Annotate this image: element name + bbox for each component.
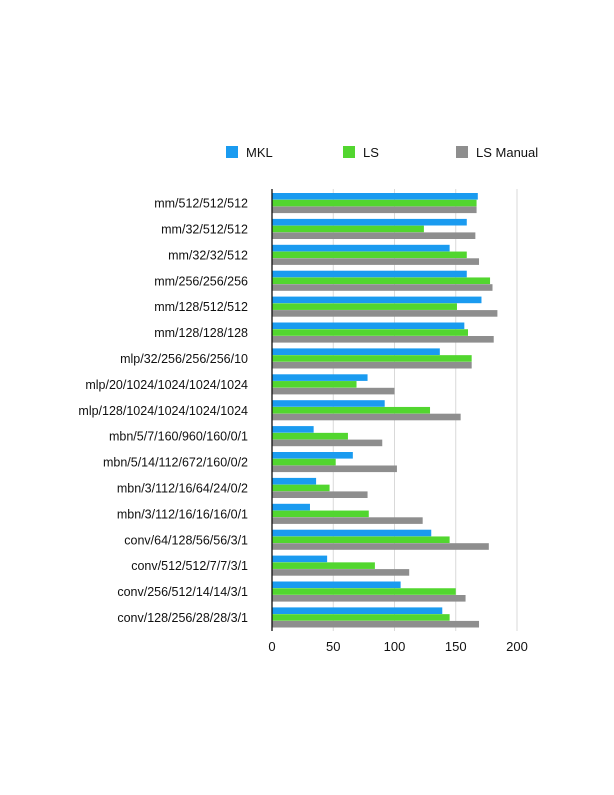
bar-ls	[272, 225, 424, 233]
bar-ls-manual	[272, 439, 383, 447]
bar-mkl	[272, 374, 368, 381]
bar-ls-manual	[272, 595, 466, 602]
bar-ls	[272, 381, 357, 388]
bar-ls-manual	[272, 284, 493, 291]
bar-ls-manual	[272, 569, 410, 576]
bar-ls	[272, 251, 467, 259]
bar-ls	[272, 510, 369, 518]
category-label: mm/32/512/512	[161, 223, 248, 237]
bar-ls-manual	[272, 491, 368, 498]
legend-label: LS	[363, 145, 379, 160]
x-tick-label: 200	[506, 639, 528, 654]
category-label: mm/256/256/256	[154, 274, 248, 288]
category-labels: mm/512/512/512 mm/32/512/512 mm/32/32/512 m…	[78, 197, 248, 625]
bar-ls	[272, 588, 456, 595]
legend-label: LS Manual	[476, 145, 538, 160]
bar-mkl	[272, 322, 465, 330]
bar-mkl	[272, 400, 385, 407]
bar-ls-manual	[272, 620, 480, 628]
category-label: mm/32/32/512	[168, 248, 248, 262]
bar-mkl	[272, 477, 317, 485]
bar-ls	[272, 536, 450, 544]
bar-ls	[272, 355, 472, 362]
bar-mkl	[272, 426, 314, 433]
bar-ls	[272, 458, 336, 466]
bar-ls	[272, 277, 491, 285]
legend-swatch	[456, 146, 468, 158]
category-label: conv/256/512/14/14/3/1	[117, 585, 248, 599]
bar-ls-manual	[272, 361, 472, 369]
x-tick-label: 0	[268, 639, 275, 654]
bar-mkl	[272, 270, 467, 278]
bar-ls-manual	[272, 336, 494, 343]
bar-ls-manual	[272, 413, 461, 421]
x-tick-label: 50	[326, 639, 340, 654]
x-tick-label: 150	[445, 639, 467, 654]
bar-mkl	[272, 555, 328, 563]
bar-ls	[272, 614, 450, 621]
bar-ls	[272, 484, 330, 492]
bar-mkl	[272, 296, 482, 304]
category-label: mm/128/128/128	[154, 326, 248, 340]
bar-ls-manual	[272, 387, 395, 395]
category-label: mbn/5/14/112/672/160/0/2	[103, 456, 248, 470]
bar-mkl	[272, 529, 432, 537]
bar-mkl	[272, 452, 353, 459]
category-label: mm/128/512/512	[154, 300, 248, 314]
legend-label: MKL	[246, 145, 273, 160]
bar-mkl	[272, 193, 478, 200]
bar-mkl	[272, 607, 443, 614]
bar-ls-manual	[272, 543, 489, 550]
bar-ls	[272, 303, 457, 310]
legend: MKL LS LS Manual	[226, 145, 538, 160]
category-label: conv/64/128/56/56/3/1	[124, 533, 248, 547]
bar-ls-manual	[272, 465, 397, 473]
category-label: mlp/128/1024/1024/1024/1024	[78, 404, 248, 418]
bar-mkl	[272, 218, 467, 226]
bar-ls	[272, 432, 348, 440]
legend-swatch	[343, 146, 355, 158]
category-label: conv/512/512/7/7/3/1	[131, 559, 248, 573]
bar-ls	[272, 199, 477, 207]
bars	[272, 193, 498, 628]
bar-mkl	[272, 581, 401, 589]
x-tick-label: 100	[384, 639, 406, 654]
bar-ls-manual	[272, 232, 476, 239]
category-label: mbn/5/7/160/960/160/0/1	[109, 430, 248, 444]
bar-ls-manual	[272, 206, 477, 214]
category-label: mbn/3/112/16/64/24/0/2	[117, 482, 248, 496]
category-label: mbn/3/112/16/16/16/0/1	[117, 507, 248, 521]
x-tick-labels: 0 50 100 150 200	[268, 639, 527, 654]
bar-ls-manual	[272, 517, 423, 524]
bar-mkl	[272, 503, 310, 511]
category-label: mlp/32/256/256/256/10	[120, 352, 248, 366]
legend-swatch	[226, 146, 238, 158]
bar-ls	[272, 329, 468, 336]
category-label: mm/512/512/512	[154, 197, 248, 211]
bar-ls	[272, 562, 375, 569]
category-label: mlp/20/1024/1024/1024/1024	[85, 378, 248, 392]
bar-mkl	[272, 244, 450, 252]
bar-ls-manual	[272, 310, 498, 317]
bar-ls-manual	[272, 258, 480, 265]
bar-ls	[272, 406, 431, 414]
bar-mkl	[272, 348, 440, 355]
category-label: conv/128/256/28/28/3/1	[117, 611, 248, 625]
